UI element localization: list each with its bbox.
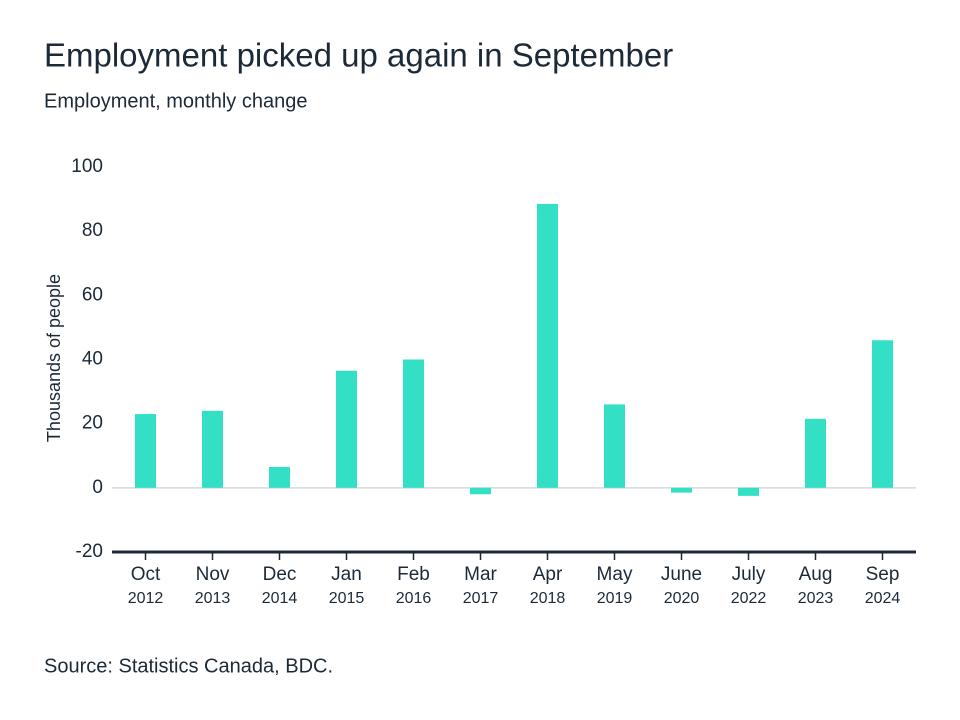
- x-tick-label: Sep 2024: [865, 564, 901, 607]
- x-tick-label-line: 2020: [664, 590, 700, 607]
- y-tick-label: -20: [76, 541, 103, 562]
- bar: [470, 487, 491, 495]
- x-tick-label-line: 2019: [597, 590, 633, 607]
- y-tick-label: 60: [82, 284, 103, 305]
- x-tick-label-line: 2012: [128, 590, 164, 607]
- bar: [604, 404, 625, 488]
- x-tick-label: July 2022: [731, 564, 767, 607]
- y-tick-label: 80: [82, 220, 103, 241]
- x-tick-label-line: 2018: [530, 590, 566, 607]
- x-tick-label: Oct 2012: [128, 564, 164, 607]
- x-tick-label: Mar 2017: [463, 564, 499, 607]
- x-tick-label-line: Mar: [464, 564, 497, 585]
- y-axis-label: Thousands of people: [44, 274, 64, 442]
- x-tick-label: Feb 2016: [396, 564, 432, 607]
- x-tick-label: May 2019: [597, 564, 633, 607]
- bar: [738, 487, 759, 496]
- x-tick-label-line: 2016: [396, 590, 432, 607]
- x-tick-label: June 2020: [661, 564, 702, 607]
- x-tick-label-line: 2022: [731, 590, 767, 607]
- x-tick-label: Aug 2023: [798, 564, 834, 607]
- x-tick-label: Apr 2018: [530, 564, 566, 607]
- bar: [269, 466, 290, 488]
- y-tick-label: 40: [82, 349, 103, 370]
- x-tick-label-line: June: [661, 564, 702, 585]
- x-tick-label-line: Oct: [131, 564, 161, 585]
- x-tick-label-line: 2015: [329, 590, 365, 607]
- x-tick-label-line: Aug: [799, 564, 833, 585]
- chart-title: Employment picked up again in September: [44, 37, 673, 74]
- x-tick-label-line: 2014: [262, 590, 298, 607]
- x-tick-label-line: 2023: [798, 590, 834, 607]
- bar: [403, 359, 424, 488]
- x-tick-label-line: Feb: [397, 564, 430, 585]
- bar: [135, 414, 156, 488]
- source-note: Source: Statistics Canada, BDC.: [44, 655, 333, 677]
- x-tick-label-line: May: [597, 564, 633, 585]
- x-tick-label-line: Dec: [263, 564, 297, 585]
- x-tick-label: Jan 2015: [329, 564, 365, 607]
- bar: [336, 370, 357, 488]
- bar: [202, 410, 223, 488]
- y-tick-label: 100: [71, 156, 103, 177]
- x-tick-label-line: Sep: [866, 564, 900, 585]
- x-tick-label-line: 2024: [865, 590, 901, 607]
- bar: [537, 203, 558, 488]
- y-tick-label: 0: [92, 477, 103, 498]
- bar: [805, 418, 826, 488]
- x-tick-label-line: Apr: [533, 564, 563, 585]
- x-tick-label-line: 2017: [463, 590, 499, 607]
- x-tick-label-line: July: [732, 564, 766, 585]
- y-tick-label: 20: [82, 413, 103, 434]
- bar: [872, 340, 893, 488]
- x-tick-label: Dec 2014: [262, 564, 298, 607]
- chart-subtitle: Employment, monthly change: [44, 90, 307, 112]
- bar: [671, 487, 692, 493]
- x-tick-label-line: Nov: [196, 564, 230, 585]
- x-tick-label-line: Jan: [331, 564, 362, 585]
- x-tick-label-line: 2013: [195, 590, 231, 607]
- x-tick-label: Nov 2013: [195, 564, 231, 607]
